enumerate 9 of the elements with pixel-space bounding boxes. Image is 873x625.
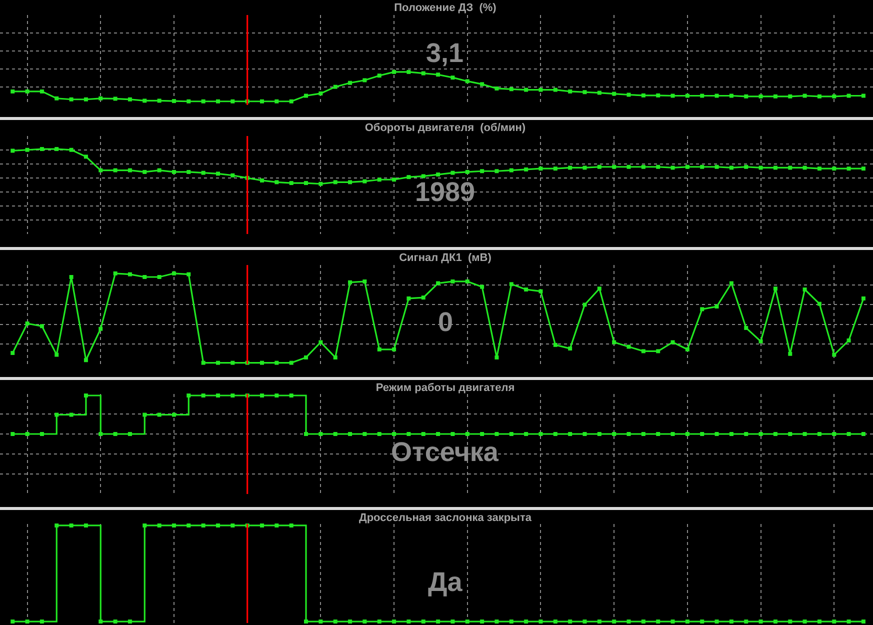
annotation: 0	[438, 307, 454, 337]
chart-title: Обороты двигателя (об/мин)	[364, 122, 526, 134]
annotation: Да	[428, 567, 464, 597]
annotation: 1989	[415, 177, 476, 207]
chart-title: Положение ДЗ (%)	[394, 2, 497, 14]
chart-title: Сигнал ДК1 (мВ)	[399, 252, 492, 264]
text: 3,1	[426, 38, 464, 68]
chart-title: Режим работы двигателя	[376, 382, 515, 394]
chart-title: Дроссельная заслонка закрыта	[358, 512, 532, 524]
